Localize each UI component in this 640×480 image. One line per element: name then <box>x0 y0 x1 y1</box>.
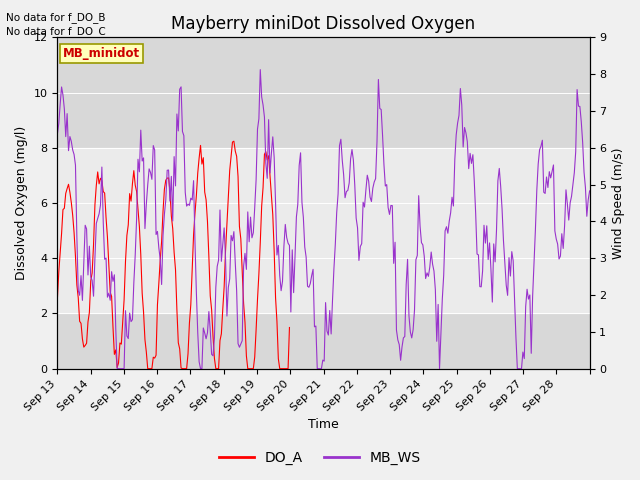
Bar <box>58 148 589 313</box>
X-axis label: Time: Time <box>308 419 339 432</box>
Legend: DO_A, MB_WS: DO_A, MB_WS <box>214 445 426 471</box>
Y-axis label: Wind Speed (m/s): Wind Speed (m/s) <box>612 147 625 259</box>
Text: No data for f_DO_C: No data for f_DO_C <box>6 26 106 37</box>
Title: Mayberry miniDot Dissolved Oxygen: Mayberry miniDot Dissolved Oxygen <box>172 15 476 33</box>
Text: MB_minidot: MB_minidot <box>63 47 140 60</box>
Text: No data for f_DO_B: No data for f_DO_B <box>6 12 106 23</box>
Y-axis label: Dissolved Oxygen (mg/l): Dissolved Oxygen (mg/l) <box>15 126 28 280</box>
